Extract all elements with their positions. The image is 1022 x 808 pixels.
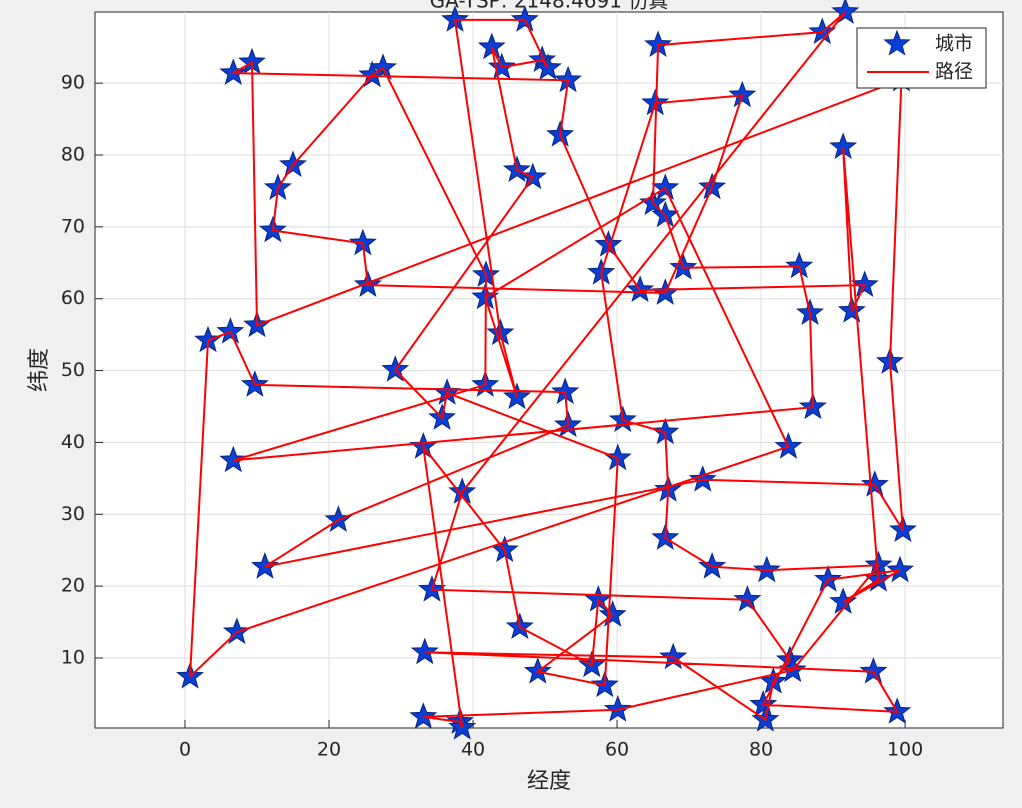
- route-line: [189, 11, 904, 729]
- y-tick-label: 80: [61, 143, 85, 165]
- legend-label: 城市: [935, 33, 973, 55]
- city-marker: [831, 0, 860, 24]
- legend-label: 路径: [935, 61, 973, 83]
- city-marker: [814, 564, 843, 592]
- city-marker: [752, 555, 781, 583]
- x-tick-label: 80: [749, 739, 773, 761]
- city-marker: [651, 173, 680, 200]
- city-marker: [219, 58, 248, 86]
- y-tick-label: 60: [61, 287, 85, 309]
- y-tick-label: 50: [61, 359, 85, 381]
- y-tick-label: 90: [61, 72, 85, 94]
- city-marker: [850, 270, 879, 298]
- city-marker: [860, 470, 889, 497]
- y-tick-label: 70: [61, 215, 85, 237]
- x-tick-label: 100: [887, 739, 923, 761]
- x-axis-label: 经度: [527, 769, 571, 794]
- y-tick-label: 30: [61, 503, 85, 525]
- city-marker: [859, 656, 888, 684]
- city-marker: [409, 702, 438, 729]
- legend-box: [856, 27, 987, 89]
- x-tick-label: 40: [461, 739, 485, 761]
- city-marker: [785, 251, 814, 279]
- city-marker: [477, 32, 506, 60]
- plot-area: [94, 11, 1004, 729]
- x-tick-label: 0: [179, 739, 191, 761]
- chart-title: GA-TSP: 2148.4691 仿真: [430, 0, 669, 13]
- city-marker: [216, 317, 245, 344]
- legend-symbol: [883, 29, 911, 56]
- city-marker: [603, 694, 632, 722]
- y-tick-label: 40: [61, 431, 85, 453]
- city-marker: [728, 80, 757, 108]
- city-marker: [410, 637, 439, 665]
- city-marker: [219, 445, 248, 473]
- city-marker: [733, 585, 762, 612]
- city-marker: [688, 465, 717, 492]
- x-tick-label: 20: [317, 739, 341, 761]
- city-marker: [510, 5, 539, 32]
- y-axis-label: 纬度: [27, 348, 52, 392]
- city-marker: [698, 551, 727, 579]
- x-tick-label: 60: [605, 739, 629, 761]
- city-marker: [886, 555, 915, 583]
- y-tick-label: 10: [61, 647, 85, 669]
- y-tick-label: 20: [61, 575, 85, 597]
